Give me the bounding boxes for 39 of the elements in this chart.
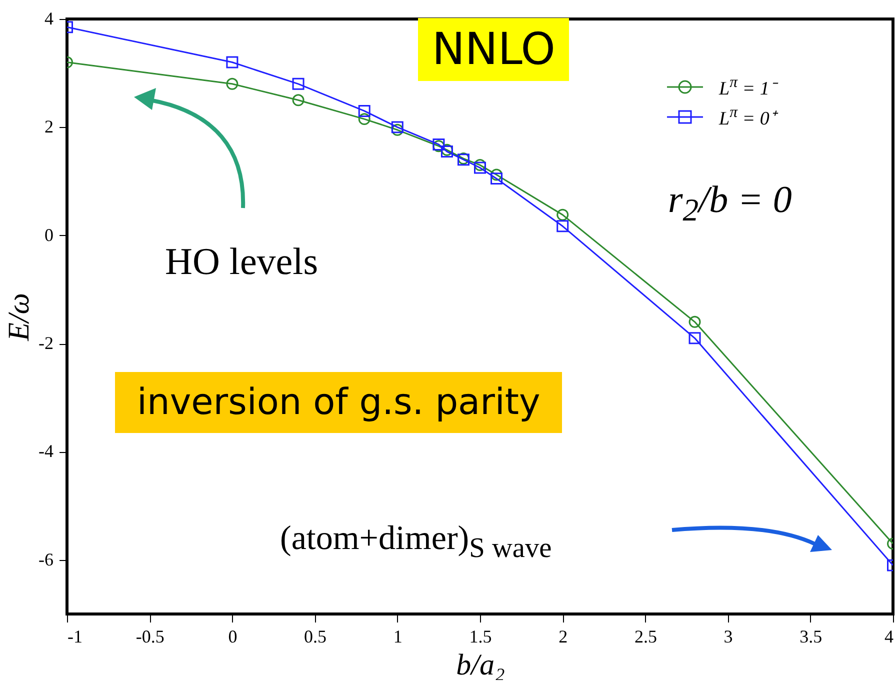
x-tick-label: 2.5: [634, 626, 657, 646]
point: [292, 78, 304, 90]
point: [556, 208, 569, 221]
y-tick-label: -6: [38, 549, 54, 570]
point: [688, 316, 701, 328]
annotation: NNLO: [418, 18, 570, 81]
y-tick-label: 2: [44, 116, 54, 137]
annotation: r$_{2}$/b = 0: [668, 178, 792, 229]
y-axis-title: E/ω: [2, 293, 36, 342]
x-tick-label: 0: [228, 626, 238, 646]
annotation: (atom+dimer)$_{S wave}$: [280, 520, 552, 565]
x-tick-label: -0.5: [136, 626, 164, 646]
point: [391, 124, 404, 136]
point: [391, 121, 404, 134]
point: [358, 113, 370, 126]
x-tick-label: 3: [724, 626, 733, 646]
x-tick-label: 1: [393, 626, 402, 646]
point: [226, 56, 238, 68]
y-tick-label: 4: [44, 8, 54, 28]
x-tick-label: 2: [558, 626, 568, 646]
point: [474, 162, 486, 174]
y-tick-label: -2: [38, 333, 54, 354]
y-tick-label: 0: [44, 224, 54, 245]
annotation: inversion of g.s. parity: [115, 372, 562, 433]
point: [358, 104, 370, 117]
point: [490, 168, 503, 181]
point: [474, 159, 486, 172]
point: [292, 94, 304, 106]
point: [226, 78, 238, 90]
y-tick-label: -4: [38, 441, 54, 462]
x-tick-label: 3.5: [800, 626, 822, 646]
point: [490, 172, 503, 185]
annotation: HO levels: [165, 240, 318, 284]
x-tick-label: 0.5: [304, 626, 327, 646]
x-tick-label: 4: [884, 626, 894, 646]
point: [688, 332, 701, 344]
x-tick-label: 1.5: [469, 626, 492, 646]
point: [556, 220, 569, 232]
x-tick-label: -1: [68, 626, 82, 646]
